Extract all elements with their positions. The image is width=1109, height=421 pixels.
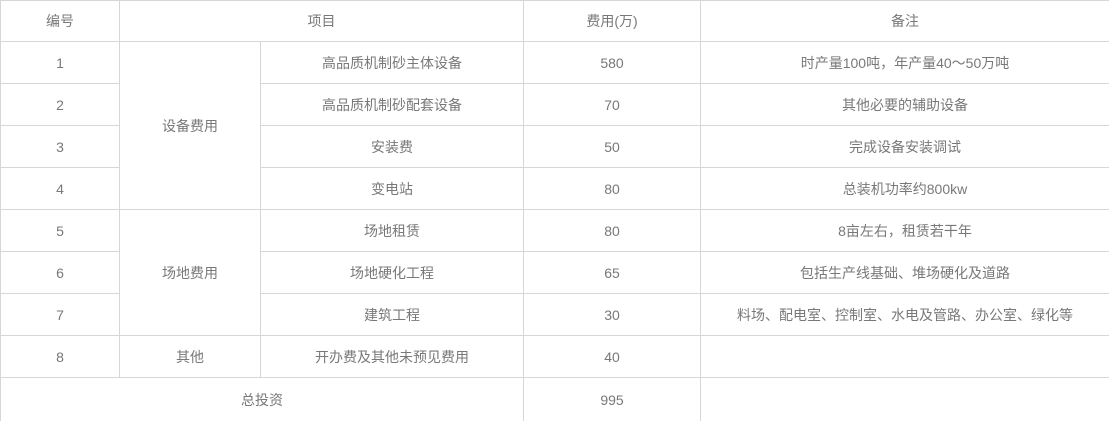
cell-note: 总装机功率约800kw bbox=[700, 167, 1109, 210]
cell-cost: 40 bbox=[523, 335, 701, 378]
cell-group-site: 场地费用 bbox=[119, 209, 261, 336]
table-row: 6 场地硬化工程 65 包括生产线基础、堆场硬化及道路 bbox=[0, 251, 1109, 294]
total-note bbox=[700, 377, 1109, 421]
total-label: 总投资 bbox=[0, 377, 524, 421]
cell-cost: 70 bbox=[523, 83, 701, 126]
cell-item: 开办费及其他未预见费用 bbox=[260, 335, 524, 378]
cell-group-other: 其他 bbox=[119, 335, 261, 378]
cell-item: 场地租赁 bbox=[260, 209, 524, 252]
cell-id: 1 bbox=[0, 41, 120, 84]
cell-group-equipment: 设备费用 bbox=[119, 41, 261, 210]
cell-item: 变电站 bbox=[260, 167, 524, 210]
cell-id: 5 bbox=[0, 209, 120, 252]
cell-cost: 50 bbox=[523, 125, 701, 168]
total-cost: 995 bbox=[523, 377, 701, 421]
cell-item: 场地硬化工程 bbox=[260, 251, 524, 294]
cell-item: 高品质机制砂主体设备 bbox=[260, 41, 524, 84]
cell-item: 高品质机制砂配套设备 bbox=[260, 83, 524, 126]
header-project: 项目 bbox=[119, 0, 524, 42]
table-row: 4 变电站 80 总装机功率约800kw bbox=[0, 167, 1109, 210]
cell-cost: 580 bbox=[523, 41, 701, 84]
cell-item: 安装费 bbox=[260, 125, 524, 168]
cell-id: 4 bbox=[0, 167, 120, 210]
cell-note: 8亩左右，租赁若干年 bbox=[700, 209, 1109, 252]
cell-note: 时产量100吨，年产量40～50万吨 bbox=[700, 41, 1109, 84]
cell-id: 7 bbox=[0, 293, 120, 336]
cell-note: 包括生产线基础、堆场硬化及道路 bbox=[700, 251, 1109, 294]
table-row: 1 设备费用 高品质机制砂主体设备 580 时产量100吨，年产量40～50万吨 bbox=[0, 41, 1109, 210]
cell-cost: 80 bbox=[523, 167, 701, 210]
cell-item: 建筑工程 bbox=[260, 293, 524, 336]
total-row: 总投资 995 bbox=[0, 377, 1109, 421]
cell-note: 料场、配电室、控制室、水电及管路、办公室、绿化等 bbox=[700, 293, 1109, 336]
cell-cost: 65 bbox=[523, 251, 701, 294]
header-row: 编号 项目 费用(万) 备注 bbox=[0, 0, 1109, 42]
table-row: 7 建筑工程 30 料场、配电室、控制室、水电及管路、办公室、绿化等 bbox=[0, 293, 1109, 336]
cell-cost: 30 bbox=[523, 293, 701, 336]
cell-id: 6 bbox=[0, 251, 120, 294]
header-note: 备注 bbox=[700, 0, 1109, 42]
cell-note: 完成设备安装调试 bbox=[700, 125, 1109, 168]
header-cost: 费用(万) bbox=[523, 0, 701, 42]
table-row: 8 其他 开办费及其他未预见费用 40 bbox=[0, 335, 1109, 378]
header-id: 编号 bbox=[0, 0, 120, 42]
cell-id: 3 bbox=[0, 125, 120, 168]
cell-note: 其他必要的辅助设备 bbox=[700, 83, 1109, 126]
table-row: 3 安装费 50 完成设备安装调试 bbox=[0, 125, 1109, 168]
table-row: 5 场地费用 场地租赁 80 8亩左右，租赁若干年 bbox=[0, 209, 1109, 336]
cell-id: 2 bbox=[0, 83, 120, 126]
cell-note bbox=[700, 335, 1109, 378]
cell-id: 8 bbox=[0, 335, 120, 378]
cell-cost: 80 bbox=[523, 209, 701, 252]
